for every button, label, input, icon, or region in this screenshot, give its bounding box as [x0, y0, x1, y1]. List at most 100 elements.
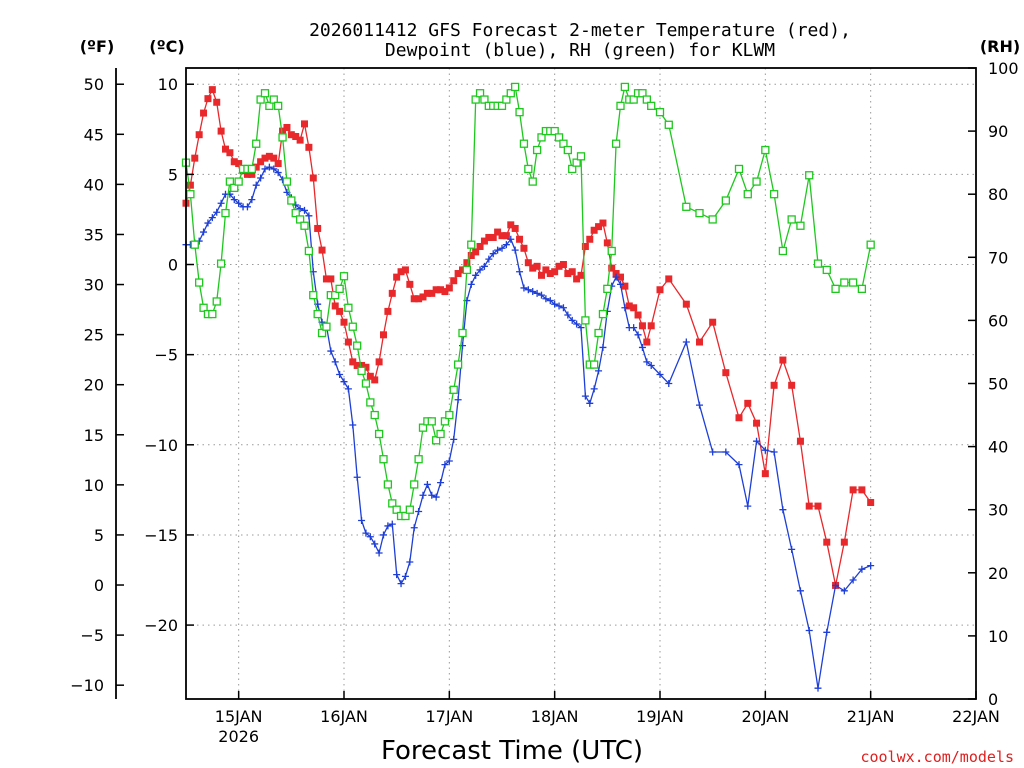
rh-point: [515, 108, 524, 117]
dewpoint-point: [489, 250, 497, 258]
temperature-point: [849, 486, 857, 494]
temperature-point: [230, 158, 238, 166]
rh-point: [453, 360, 463, 369]
dewpoint-point: [542, 295, 550, 303]
temperature-point: [428, 289, 436, 297]
temperature-point: [322, 275, 330, 283]
dewpoint-point: [779, 506, 787, 514]
dewpoint-point: [252, 181, 260, 189]
credit-link[interactable]: coolwx.com/models: [860, 748, 1014, 766]
rh-point: [247, 164, 256, 174]
temperature-point: [375, 358, 383, 366]
temperature-point: [814, 502, 822, 510]
dewpoint-point: [208, 214, 216, 222]
temperature-point: [485, 233, 493, 241]
rh-point: [427, 417, 436, 426]
rh-point: [282, 177, 292, 186]
rh-point: [313, 309, 322, 319]
rh-point: [502, 95, 511, 104]
dewpoint-point: [524, 286, 532, 294]
rh-point: [462, 265, 472, 275]
rh-point: [769, 190, 779, 199]
dewpoint-point: [472, 271, 480, 279]
rh-point: [682, 202, 691, 211]
dewpoint-point: [814, 684, 822, 692]
dewpoint-point: [257, 174, 265, 182]
dewpoint-point: [858, 565, 866, 573]
rh-tick-label: 100: [988, 59, 1019, 78]
rh-point: [366, 398, 375, 407]
rh-point: [225, 177, 235, 186]
x-tick-label: 19JAN: [636, 707, 684, 726]
x-tick-label: 22JAN: [952, 707, 1000, 726]
dewpoint-point: [840, 587, 848, 595]
dewpoint-point: [301, 206, 308, 214]
temperature-point: [353, 361, 361, 369]
rh-point: [348, 322, 357, 331]
rh-point: [291, 208, 300, 218]
fahrenheit-tick-label: 35: [84, 225, 104, 244]
temperature-point: [186, 181, 194, 189]
rh-tick-label: 70: [988, 248, 1008, 267]
fahrenheit-tick-label: 10: [84, 476, 104, 495]
rh-point: [432, 436, 441, 445]
dewpoint-point: [520, 284, 528, 292]
dewpoint-point: [498, 244, 506, 252]
fahrenheit-tick-label: −5: [80, 626, 104, 645]
rh-point: [269, 95, 278, 104]
temperature-point: [362, 363, 370, 371]
dewpoint-point: [502, 241, 510, 249]
rh-tick-label: 40: [988, 438, 1008, 457]
temperature-point: [502, 232, 510, 240]
temperature-point: [476, 242, 484, 250]
celsius-tick-label: 0: [168, 256, 178, 275]
dewpoint-point: [401, 572, 409, 580]
rh-point: [274, 101, 283, 111]
temperature-point: [204, 95, 212, 103]
temperature-point: [226, 149, 234, 157]
temperature-point: [511, 224, 519, 232]
rh-point: [216, 259, 226, 268]
dewpoint-point: [761, 446, 769, 454]
rh-point: [186, 190, 195, 199]
temperature-point: [682, 300, 690, 308]
dewpoint-point: [555, 302, 563, 310]
dewpoint-point: [529, 288, 537, 296]
x-tick-label: 18JAN: [531, 707, 579, 726]
rh-point: [300, 221, 309, 230]
rh-point: [344, 303, 353, 312]
temperature-point: [248, 170, 256, 178]
fahrenheit-tick-label: 25: [84, 326, 104, 345]
temperature-point: [489, 233, 497, 241]
chart-title-line2: Dewpoint (blue), RH (green) for KLWM: [385, 40, 775, 61]
temperature-point: [524, 259, 532, 267]
dewpoint-point: [454, 396, 462, 404]
temperature-point: [200, 109, 208, 117]
dewpoint-point: [415, 508, 423, 516]
rh-point: [379, 455, 388, 464]
temperature-point: [340, 318, 348, 326]
dewpoint-point: [682, 338, 690, 346]
temperature-point: [441, 288, 449, 296]
temperature-point: [551, 268, 559, 276]
rh-point: [611, 139, 621, 148]
rh-point: [353, 341, 362, 350]
x-tick-sublabel: 2026: [218, 727, 259, 746]
temperature-point: [779, 356, 787, 364]
dewpoint-point: [467, 280, 475, 288]
temperature-point: [805, 502, 813, 510]
dewpoint-point: [358, 517, 366, 525]
rh-point: [752, 177, 761, 186]
rh-point: [208, 309, 217, 319]
dewpoint-point: [581, 392, 589, 400]
rh-point: [449, 385, 458, 394]
temperature-point: [432, 286, 440, 294]
rh-point: [383, 480, 393, 489]
rh-point: [374, 429, 384, 439]
dewpoint-point: [656, 370, 664, 378]
rh-point: [813, 259, 823, 268]
dewpoint-point: [770, 448, 778, 456]
dewpoint-point: [568, 316, 576, 324]
temperature-point: [191, 154, 199, 162]
temperature-point: [283, 123, 291, 131]
